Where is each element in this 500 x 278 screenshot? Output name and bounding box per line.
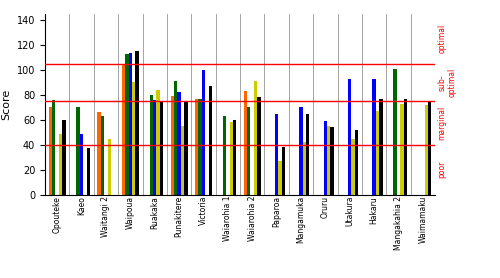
Bar (244, 91, 247, 195)
Text: marginal: marginal (438, 106, 446, 140)
Bar (174, 81, 178, 195)
Bar (324, 121, 327, 195)
Bar (62, 120, 66, 195)
Bar (258, 97, 260, 195)
Bar (153, 100, 156, 195)
Bar (125, 54, 128, 195)
Bar (247, 107, 250, 195)
Bar (372, 79, 376, 195)
Bar (352, 138, 355, 195)
Bar (195, 99, 198, 195)
Bar (355, 130, 358, 195)
Bar (184, 101, 188, 195)
Bar (254, 81, 258, 195)
Bar (424, 105, 428, 195)
Bar (98, 112, 101, 195)
Bar (48, 107, 52, 195)
Bar (404, 99, 407, 195)
Bar (86, 148, 90, 195)
Bar (400, 104, 404, 195)
Bar (282, 147, 285, 195)
Bar (202, 70, 205, 195)
Bar (376, 111, 379, 195)
Bar (302, 142, 306, 195)
Bar (80, 133, 84, 195)
Bar (330, 127, 334, 195)
Bar (132, 83, 136, 195)
Bar (122, 65, 125, 195)
Bar (136, 51, 139, 195)
Text: sub-
optimal: sub- optimal (438, 68, 457, 97)
Bar (181, 126, 184, 195)
Bar (230, 122, 233, 195)
Text: poor: poor (438, 161, 446, 178)
Bar (428, 101, 432, 195)
Bar (379, 99, 382, 195)
Bar (306, 114, 310, 195)
Bar (275, 114, 278, 195)
Bar (278, 161, 281, 195)
Bar (128, 53, 132, 195)
Bar (208, 86, 212, 195)
Bar (348, 79, 352, 195)
Bar (170, 96, 174, 195)
Bar (52, 100, 56, 195)
Bar (76, 107, 80, 195)
Bar (327, 126, 330, 195)
Bar (178, 92, 181, 195)
Bar (394, 69, 396, 195)
Bar (156, 90, 160, 195)
Bar (108, 138, 111, 195)
Bar (233, 120, 236, 195)
Bar (160, 102, 163, 195)
Text: optimal: optimal (438, 24, 446, 53)
Bar (198, 99, 202, 195)
Bar (59, 133, 62, 195)
Bar (101, 116, 104, 195)
Bar (299, 107, 302, 195)
Y-axis label: Score: Score (1, 89, 11, 120)
Bar (150, 95, 153, 195)
Bar (222, 116, 226, 195)
